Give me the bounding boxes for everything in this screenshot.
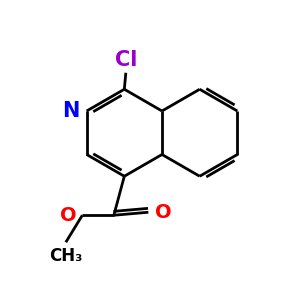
Text: N: N xyxy=(62,101,79,121)
Text: O: O xyxy=(155,203,172,222)
Text: Cl: Cl xyxy=(115,50,137,70)
Text: O: O xyxy=(60,206,76,225)
Text: CH₃: CH₃ xyxy=(49,247,82,265)
